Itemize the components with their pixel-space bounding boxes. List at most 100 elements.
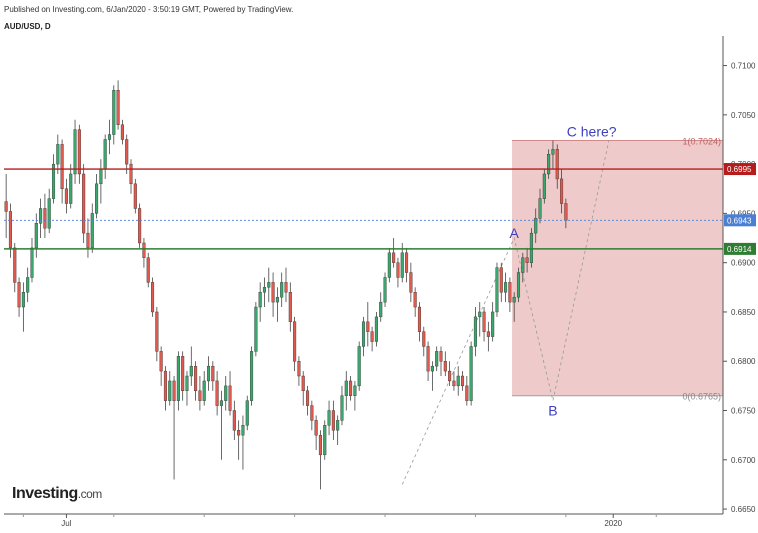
candle-body xyxy=(254,306,258,352)
candle-body xyxy=(396,262,400,278)
candle-body xyxy=(297,361,301,377)
candle-body xyxy=(560,178,564,204)
candle-body xyxy=(478,311,482,318)
candle-body xyxy=(8,211,12,249)
fib-bottom-label: 0(0.6765) xyxy=(682,392,721,402)
candle-body xyxy=(112,90,116,135)
candle-body xyxy=(56,144,60,165)
candle-body xyxy=(448,370,452,382)
symbol-title: AUD/USD, D xyxy=(4,22,51,31)
candle-body xyxy=(366,321,370,332)
last-price-badge xyxy=(724,214,756,227)
candle-body xyxy=(361,321,366,347)
candle-body xyxy=(64,188,68,204)
candle-body xyxy=(323,425,327,456)
x-tick-label: 2020 xyxy=(604,519,622,528)
candle-body xyxy=(232,410,236,431)
candle-body xyxy=(469,346,473,401)
candle-body xyxy=(288,292,292,323)
candle-body xyxy=(435,351,439,367)
wave-label: B xyxy=(548,402,557,418)
red-resistance-badge xyxy=(724,163,756,176)
candle-body xyxy=(185,375,189,392)
logo-suffix: .com xyxy=(77,487,103,501)
candle-body xyxy=(95,183,99,214)
candle-body xyxy=(305,390,310,406)
candle-body xyxy=(47,198,51,229)
chart-header: Published on Investing.com, 6/Jan/2020 -… xyxy=(4,4,293,32)
candle-body xyxy=(525,257,529,263)
last-price-badge-label: 0.6943 xyxy=(727,216,752,225)
wave-annotations: A B C here? xyxy=(510,124,617,419)
candle-body xyxy=(4,201,8,212)
candle-body xyxy=(426,346,430,372)
green-support-badge xyxy=(724,242,756,255)
candle-body xyxy=(443,361,447,372)
candle-body xyxy=(107,134,112,140)
candle-body xyxy=(125,139,129,165)
candle-body xyxy=(250,351,254,401)
y-tick-label: 0.6950 xyxy=(731,209,756,218)
candle-body xyxy=(138,208,142,244)
candle-body xyxy=(155,311,159,352)
candle-body xyxy=(357,346,361,387)
wave-label: C here? xyxy=(567,124,617,140)
candle-body xyxy=(516,272,521,298)
candle-body xyxy=(374,316,378,342)
candle-body xyxy=(133,183,137,209)
candle-body xyxy=(336,420,340,431)
candle-body xyxy=(547,154,551,175)
candle-body xyxy=(90,213,94,249)
candle-body xyxy=(21,292,25,308)
candle-body xyxy=(60,144,64,189)
candle-body xyxy=(413,292,417,308)
candle-body xyxy=(542,173,546,199)
candle-body xyxy=(534,218,538,234)
candle-body xyxy=(39,208,43,224)
y-tick-label: 0.7050 xyxy=(731,111,756,120)
candle-body xyxy=(370,331,374,342)
candle-body xyxy=(116,90,120,125)
candle-body xyxy=(194,365,198,392)
candle-body xyxy=(77,129,81,175)
candle-body xyxy=(26,277,30,293)
candle-body xyxy=(417,306,422,332)
y-tick-label: 0.6700 xyxy=(731,456,756,465)
candle-body xyxy=(224,385,228,401)
candle-body xyxy=(486,331,490,337)
y-axis[interactable]: 0.6650 0.6700 0.6750 0.6800 0.6850 0.6900 0.69… xyxy=(723,62,756,515)
published-info: Published on Investing.com, 6/Jan/2020 -… xyxy=(4,5,294,14)
fib-retracement-box[interactable]: 1(0.7024) 0(0.6765) xyxy=(512,136,723,402)
candle-body xyxy=(215,380,219,406)
candle-body xyxy=(69,173,73,204)
candle-body xyxy=(430,365,434,372)
candle-body xyxy=(340,395,344,421)
candle-body xyxy=(564,203,568,221)
candle-body xyxy=(267,282,271,288)
candle-body xyxy=(349,380,353,396)
candle-body xyxy=(310,405,314,421)
candle-body xyxy=(465,385,469,401)
wave-label: A xyxy=(510,225,520,241)
candle-body xyxy=(318,434,322,456)
candle-body xyxy=(258,292,262,308)
candle-body xyxy=(460,375,465,387)
y-tick-label: 0.7100 xyxy=(731,62,756,71)
horizontal-lines[interactable] xyxy=(4,168,723,250)
candle-body xyxy=(275,296,279,303)
x-axis[interactable]: Jul 2020 xyxy=(22,514,657,528)
candle-body xyxy=(206,365,211,382)
candle-body xyxy=(146,257,150,283)
candle-body xyxy=(392,252,396,263)
investing-logo: Investing.com xyxy=(12,485,102,503)
candle-body xyxy=(521,257,525,273)
candle-body xyxy=(473,316,477,347)
candle-body xyxy=(120,124,124,140)
candle-body xyxy=(512,296,516,303)
candle-body xyxy=(202,380,206,401)
candle-body xyxy=(189,365,193,377)
fib-box-fill[interactable] xyxy=(512,140,723,396)
y-tick-label: 0.6650 xyxy=(731,505,756,514)
y-tick-label: 0.6750 xyxy=(731,407,756,416)
